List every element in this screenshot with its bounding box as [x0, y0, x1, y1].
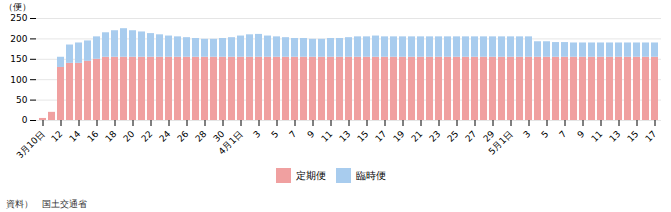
- svg-text:4月1日: 4月1日: [217, 129, 245, 157]
- svg-text:7: 7: [557, 129, 568, 140]
- svg-text:15: 15: [355, 129, 370, 144]
- svg-text:24: 24: [157, 129, 172, 144]
- svg-text:5: 5: [539, 129, 550, 140]
- svg-text:12: 12: [49, 129, 64, 144]
- svg-text:13: 13: [607, 129, 622, 144]
- svg-text:5: 5: [269, 129, 280, 140]
- svg-text:16: 16: [85, 129, 100, 144]
- svg-text:29: 29: [481, 128, 497, 144]
- svg-text:7: 7: [287, 129, 298, 140]
- svg-text:150: 150: [10, 54, 27, 64]
- svg-text:100: 100: [10, 75, 27, 85]
- svg-text:0: 0: [22, 115, 28, 125]
- svg-text:50: 50: [16, 95, 28, 105]
- html-text:資料） 国土交通省: 資料） 国土交通省: [6, 199, 87, 209]
- svg-text:30: 30: [211, 128, 227, 144]
- svg-text:9: 9: [305, 129, 316, 140]
- svg-text:26: 26: [175, 129, 190, 144]
- svg-text:17: 17: [643, 129, 658, 144]
- svg-text:22: 22: [139, 129, 154, 144]
- svg-text:250: 250: [10, 13, 27, 23]
- html-text:定期便: 定期便: [295, 169, 326, 181]
- svg-text:9: 9: [575, 129, 586, 140]
- svg-text:5月1日: 5月1日: [487, 129, 515, 157]
- svg-text:3: 3: [521, 129, 532, 140]
- svg-text:20: 20: [121, 129, 136, 144]
- html-text:臨時便: 臨時便: [355, 169, 386, 181]
- svg-text:27: 27: [463, 129, 478, 144]
- svg-text:3: 3: [251, 129, 262, 140]
- svg-text:200: 200: [10, 34, 27, 44]
- svg-text:15: 15: [625, 129, 640, 144]
- svg-text:23: 23: [427, 129, 442, 144]
- svg-text:3月10日: 3月10日: [14, 129, 46, 158]
- svg-text:19: 19: [391, 129, 406, 144]
- svg-text:25: 25: [445, 129, 460, 144]
- svg-text:21: 21: [409, 129, 424, 144]
- svg-text:13: 13: [337, 129, 352, 144]
- svg-text:18: 18: [103, 129, 118, 144]
- svg-text:11: 11: [589, 129, 604, 144]
- svg-text:（便）: （便）: [4, 2, 31, 12]
- svg-text:28: 28: [193, 129, 208, 144]
- svg-text:17: 17: [373, 129, 388, 144]
- svg-text:11: 11: [319, 129, 334, 144]
- svg-text:14: 14: [67, 129, 82, 144]
